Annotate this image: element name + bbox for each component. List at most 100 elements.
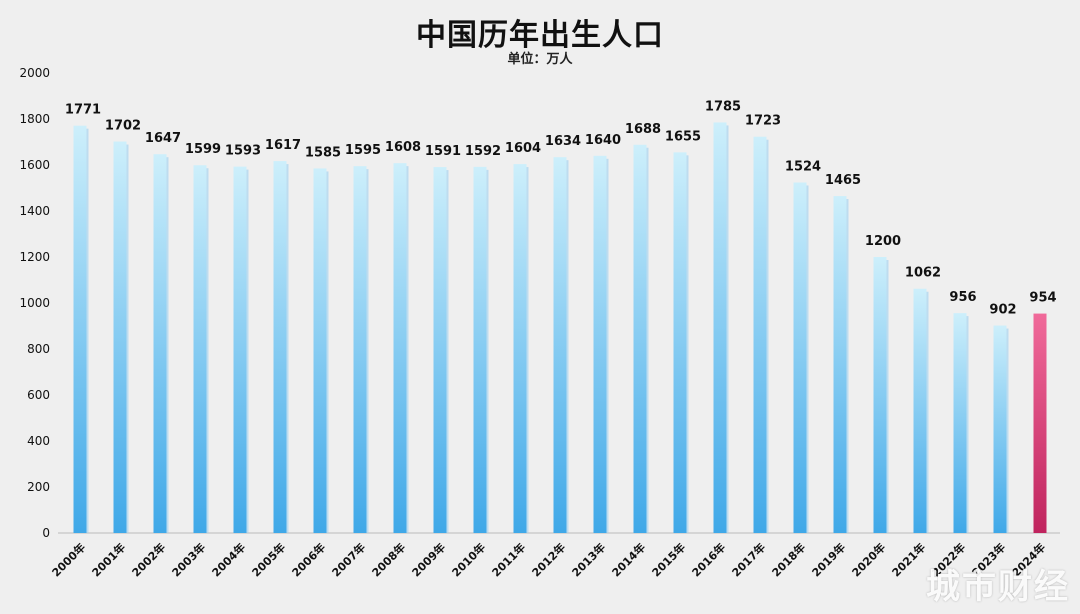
data-label: 1465 [825, 173, 861, 188]
x-tick-label: 2000年 [49, 540, 88, 579]
watermark-text: 城市财经 [926, 567, 1070, 607]
bar-shadow [526, 167, 529, 533]
bar-shadow [326, 171, 329, 533]
y-tick-label: 2000 [19, 66, 50, 80]
x-tick-label: 2009年 [409, 540, 448, 579]
bar-shadow [806, 185, 809, 534]
chart-subtitle: 单位：万人 [507, 52, 573, 67]
bar [633, 144, 647, 533]
chart-title: 中国历年出生人口 [416, 18, 664, 53]
bar [73, 125, 87, 534]
bar-shadow [566, 160, 569, 533]
bar-shadow [246, 169, 249, 534]
y-tick-label: 1000 [19, 296, 50, 310]
x-tick-label: 2002年 [129, 540, 168, 579]
y-tick-label: 1600 [19, 158, 50, 172]
bar-shadow [446, 170, 449, 533]
x-tick-label: 2012年 [529, 540, 568, 579]
data-label: 1524 [785, 159, 821, 174]
x-tick-label: 2001年 [89, 540, 128, 579]
bar-shadow [86, 128, 89, 534]
data-label: 1593 [225, 144, 261, 159]
x-tick-label: 2015年 [649, 540, 688, 579]
data-label: 1604 [505, 141, 541, 156]
y-tick-label: 200 [27, 480, 50, 494]
bar [433, 167, 447, 533]
x-tick-label: 2020年 [849, 540, 888, 579]
data-label: 1785 [705, 99, 741, 114]
x-tick-label: 2019年 [809, 540, 848, 579]
bar [873, 257, 887, 533]
bar [713, 122, 727, 533]
bar-shadow [966, 316, 969, 533]
bar-shadow [686, 155, 689, 533]
bar [953, 313, 967, 533]
bar-shadow [926, 291, 929, 533]
data-label: 1702 [105, 119, 141, 134]
x-tick-label: 2011年 [489, 540, 528, 579]
bar-shadow [1006, 328, 1009, 533]
bar [993, 325, 1007, 533]
data-label: 1688 [625, 122, 661, 137]
y-tick-label: 0 [42, 526, 50, 540]
data-label: 1723 [745, 114, 781, 129]
bar [313, 168, 327, 533]
bar-shadow [166, 157, 169, 533]
bar [153, 154, 167, 533]
x-tick-label: 2008年 [369, 540, 408, 579]
data-label: 1608 [385, 140, 421, 155]
x-tick-label: 2003年 [169, 540, 208, 579]
data-label: 1585 [305, 145, 341, 160]
y-tick-label: 1800 [19, 112, 50, 126]
x-tick-label: 2005年 [249, 540, 288, 579]
x-tick-label: 2004年 [209, 540, 248, 579]
bar-shadow [886, 260, 889, 533]
x-tick-label: 2006年 [289, 540, 328, 579]
data-label: 1634 [545, 134, 581, 149]
bar-shadow [486, 169, 489, 533]
bar [553, 157, 567, 533]
bar-shadow [406, 166, 409, 533]
bar [233, 166, 247, 534]
y-tick-label: 1400 [19, 204, 50, 218]
data-label: 956 [949, 290, 976, 305]
bar [393, 163, 407, 533]
bar [833, 196, 847, 534]
x-tick-label: 2016年 [689, 540, 728, 579]
bar [793, 182, 807, 534]
bar-shadow [846, 199, 849, 534]
data-label: 1647 [145, 131, 181, 146]
bar [513, 164, 527, 533]
x-tick-label: 2007年 [329, 540, 368, 579]
bar [753, 136, 767, 533]
bar-shadow [726, 125, 729, 533]
data-label: 902 [989, 303, 1016, 318]
bar-shadow [286, 164, 289, 533]
data-label: 1655 [665, 129, 701, 144]
bar [273, 161, 287, 533]
x-tick-label: 2013年 [569, 540, 608, 579]
bar [673, 152, 687, 533]
bar [113, 141, 127, 534]
bar [473, 166, 487, 533]
y-tick-label: 600 [27, 388, 50, 402]
bar-shadow [766, 139, 769, 533]
x-tick-label: 2017年 [729, 540, 768, 579]
bar-shadow [206, 168, 209, 534]
data-label: 1591 [425, 144, 461, 159]
data-label: 954 [1029, 291, 1056, 306]
x-tick-label: 2010年 [449, 540, 488, 579]
data-label: 1599 [185, 142, 221, 157]
y-tick-label: 400 [27, 434, 50, 448]
bar-shadow [646, 147, 649, 533]
bar [1033, 313, 1047, 533]
y-tick-label: 800 [27, 342, 50, 356]
bar-shadow [366, 169, 369, 533]
bar [913, 288, 927, 533]
data-label: 1640 [585, 133, 621, 148]
bar-shadow [126, 144, 129, 534]
bar-shadow [606, 158, 609, 534]
data-label: 1595 [345, 143, 381, 158]
